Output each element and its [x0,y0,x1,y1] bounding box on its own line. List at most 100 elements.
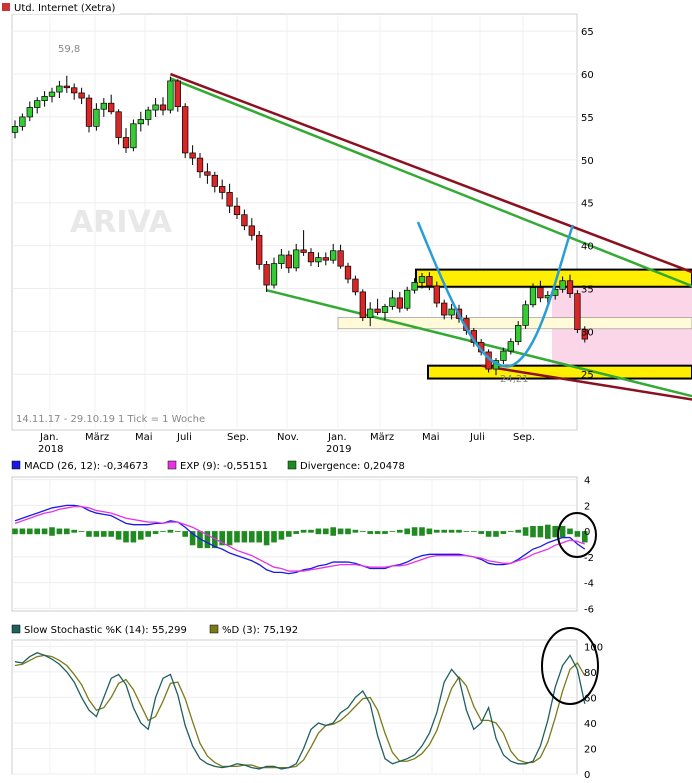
candle-body [522,304,529,326]
candle-body [211,174,218,187]
candle [344,262,352,284]
title-swatch [2,3,10,11]
divergence-bar [471,531,477,532]
x-month-label: Jan. [327,432,347,443]
candle-body [122,137,130,149]
divergence-bar [278,531,285,540]
macd-y-tick: -2 [584,553,594,564]
red-channel-lower [481,364,692,401]
macd-y-tick: 0 [584,527,590,538]
stoch-highlight-circle [541,627,599,705]
candle [293,243,300,272]
green-channel-lower [266,288,692,398]
candle [167,76,174,114]
candle-body [581,329,588,340]
candle-body [48,91,56,97]
stoch-d-line [14,654,586,769]
candle [515,321,522,346]
stoch-grid [12,640,577,775]
candle [219,179,226,200]
candle [529,283,537,308]
divergence-bar [234,531,240,543]
candle-body [93,108,100,127]
candle [145,106,152,126]
divergence-bar [56,528,63,535]
candle-body [256,234,263,265]
divergence-bar [530,525,536,538]
stoch-y-tick: 100 [584,642,603,653]
candle [211,171,218,193]
divergence-bar [567,528,573,535]
candle [248,218,255,241]
divergence-bar [323,528,329,535]
x-year-label: 2019 [326,444,351,455]
macd-plot-area [11,476,578,612]
stoch-y-tick: 60 [584,693,597,704]
candle [278,249,285,269]
divergence-bar [330,527,336,536]
x-month-label: März [370,432,394,443]
divergence-bar [360,531,366,532]
divergence-bar [419,527,425,536]
candle-body [418,276,426,283]
divergence-bar [71,529,77,533]
divergence-bar [226,531,233,546]
candle [381,303,389,321]
divergence-bar [397,529,403,533]
price-y-tick: 50 [581,156,594,167]
candle [48,87,56,103]
candle-body [389,297,396,307]
candle-body [344,265,352,280]
candle-body [263,264,270,286]
divergence-bar [337,528,344,535]
divergence-bar [308,529,314,533]
stoch-legend-swatch [11,624,21,634]
divergence-bar [493,531,499,537]
candle-body [159,104,167,111]
divergence-bar [286,531,292,537]
candle [367,302,374,327]
price-y-tick: 65 [581,27,594,38]
divergence-bar [485,531,492,537]
price-y-tick: 30 [581,327,594,338]
divergence-bar [382,531,388,534]
divergence-bar [522,527,529,536]
candle-body [137,119,144,125]
divergence-bar [559,525,566,538]
candle-body [233,205,241,216]
title-bg [0,0,120,14]
candle [396,291,403,313]
candle-body [63,85,70,89]
macd-legend-label: Divergence: 0,20478 [300,461,405,472]
candle-body [300,249,307,253]
candle-body [404,289,411,309]
candle-body [41,95,48,101]
candle-body [270,263,278,286]
candle-body [78,92,85,99]
candle-body [307,252,315,263]
candle [233,197,241,219]
divergence-bar [160,531,166,532]
candle [256,231,263,270]
neckline-zone [337,317,692,330]
price-y-tick: 25 [581,370,594,381]
support-zone [427,364,692,380]
stoch-legend-swatch [209,624,219,634]
macd-y-tick: -4 [584,579,594,590]
divergence-bar [263,531,270,546]
candle [522,300,529,329]
macd-y-tick: -6 [584,604,594,615]
candle [63,75,70,93]
stoch-plot-area [11,639,578,775]
candle-body [381,306,389,313]
candle [56,80,63,99]
x-month-label: Juli [176,432,192,443]
candle [322,252,329,266]
candle-body [529,287,537,306]
x-month-label: März [85,432,109,443]
candle [315,252,322,268]
divergence-bar [448,529,455,533]
x-month-label: Mai [422,432,440,443]
candle-body [426,276,433,287]
